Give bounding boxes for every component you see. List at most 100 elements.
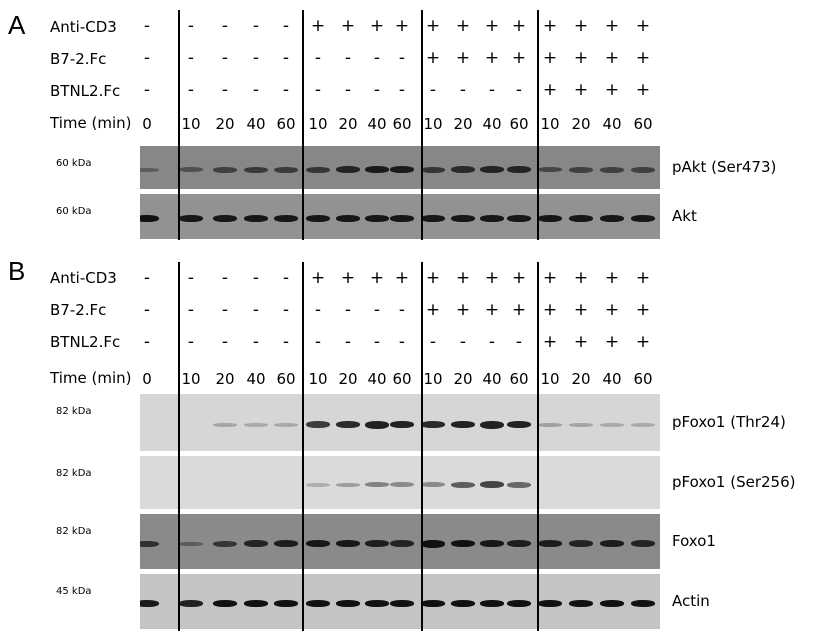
panel-a-akt-band-lane8 [390,215,414,222]
panel-b-pfoxo1-ser256-label: pFoxo1 (Ser256) [672,472,796,491]
panel-a-pakt-ser473-band-lane10 [451,166,475,173]
panel-b-foxo1-band-lane15 [600,540,624,547]
panel-b-pfoxo1-thr24-band-lane15 [600,422,624,427]
panel-a-pakt-ser473-kda-label: 60 kDa [56,158,92,169]
panel-b-row0-lane6-symbol: + [340,268,356,288]
panel-b-row0-lane8-symbol: + [394,268,410,288]
panel-a-akt-band-lane1 [179,215,203,222]
panel-a-row1-lane0-symbol: - [143,48,151,68]
panel-a-row2-lane8-symbol: - [398,80,406,100]
panel-b-pfoxo1-ser256-band-lane10 [451,481,475,488]
panel-b-time-lane11: 40 [482,370,502,388]
panel-a-row0-lane8-symbol: + [394,16,410,36]
panel-b-row0-lane1-symbol: - [187,268,195,288]
panel-a-row0-lane10-symbol: + [455,16,471,36]
panel-a-time-lane8: 60 [392,115,412,133]
panel-a-row1-lane16-symbol: + [635,48,651,68]
panel-b-time-lane16: 60 [633,370,653,388]
panel-a-row2-lane10-symbol: - [459,80,467,100]
panel-a-row-label-btnl2-fc: BTNL2.Fc [50,82,121,100]
panel-a-akt-band-lane2 [213,215,237,222]
panel-a-akt-band-lane4 [274,215,298,222]
panel-b-foxo1-band-lane5 [306,540,330,547]
panel-a-pakt-ser473-blot-strip [140,146,660,189]
panel-b-foxo1-band-lane12 [507,540,531,547]
panel-b-actin-band-lane9 [421,600,445,607]
group-divider-line-3 [537,10,539,240]
panel-a-row0-lane1-symbol: - [187,16,195,36]
panel-b-row2-lane4-symbol: - [282,332,290,352]
panel-b-actin-kda-label: 45 kDa [56,586,92,597]
panel-b-foxo1-band-lane8 [390,540,414,547]
panel-b-row0-lane2-symbol: - [221,268,229,288]
panel-a-row1-lane3-symbol: - [252,48,260,68]
panel-b-pfoxo1-thr24-kda-label: 82 kDa [56,406,92,417]
panel-b-pfoxo1-thr24-band-lane13 [538,422,562,427]
panel-b-actin-blot-strip [140,574,660,629]
panel-a-row0-lane13-symbol: + [542,16,558,36]
panel-b-time-lane15: 40 [602,370,622,388]
panel-b-pfoxo1-ser256-band-lane5 [306,482,330,487]
panel-b-actin-band-lane10 [451,600,475,607]
panel-b-actin-band-lane1 [179,600,203,607]
panel-a-row2-lane2-symbol: - [221,80,229,100]
panel-a-row0-lane7-symbol: + [369,16,385,36]
panel-a-pakt-ser473-band-lane7 [365,166,389,173]
group-divider-line-0 [178,10,180,240]
panel-a-row0-lane12-symbol: + [511,16,527,36]
panel-b-row2-lane3-symbol: - [252,332,260,352]
panel-a-row2-lane6-symbol: - [344,80,352,100]
panel-b-letter: B [8,256,26,286]
panel-b-foxo1-band-lane13 [538,540,562,547]
panel-b-foxo1-band-lane3 [244,540,268,547]
panel-a-row2-lane4-symbol: - [282,80,290,100]
panel-a-pakt-ser473-band-lane15 [600,166,624,173]
panel-b-pfoxo1-thr24-label: pFoxo1 (Thr24) [672,412,786,431]
panel-a-time-lane3: 40 [246,115,266,133]
panel-a-row0-lane15-symbol: + [604,16,620,36]
panel-b-actin-band-lane3 [244,600,268,607]
panel-a-akt-band-lane16 [631,215,655,222]
panel-b-foxo1-kda-label: 82 kDa [56,526,92,537]
panel-a-time-lane7: 40 [367,115,387,133]
panel-a-akt-band-lane10 [451,215,475,222]
panel-a-pakt-ser473-band-lane13 [538,167,562,172]
panel-b-row0-lane11-symbol: + [484,268,500,288]
panel-a-pakt-ser473-band-lane2 [213,166,237,173]
panel-a-pakt-ser473-band-lane12 [507,166,531,173]
panel-b-row0-lane4-symbol: - [282,268,290,288]
panel-a-row2-lane9-symbol: - [429,80,437,100]
panel-b-foxo1-band-lane11 [480,540,504,547]
panel-b-actin-band-lane6 [336,600,360,607]
group-divider-line-6 [421,262,423,631]
panel-a-row0-lane3-symbol: - [252,16,260,36]
panel-a-row1-lane13-symbol: + [542,48,558,68]
panel-a-pakt-ser473-band-lane16 [631,166,655,173]
panel-b-row2-lane11-symbol: - [488,332,496,352]
panel-b-row0-lane5-symbol: + [310,268,326,288]
panel-b-actin-band-lane7 [365,600,389,607]
panel-a-akt-band-lane0 [140,215,159,222]
panel-a-row1-lane7-symbol: - [373,48,381,68]
panel-b-row2-lane1-symbol: - [187,332,195,352]
panel-b-time-lane3: 40 [246,370,266,388]
panel-b-time-lane12: 60 [509,370,529,388]
panel-b-row1-lane9-symbol: + [425,300,441,320]
panel-b-row1-lane0-symbol: - [143,300,151,320]
panel-b-row2-lane5-symbol: - [314,332,322,352]
panel-a-row2-lane14-symbol: + [573,80,589,100]
panel-a-pakt-ser473-band-lane1 [179,167,203,172]
panel-b-row1-lane4-symbol: - [282,300,290,320]
panel-b-time-lane7: 40 [367,370,387,388]
panel-a-row2-lane5-symbol: - [314,80,322,100]
panel-b-time-lane2: 20 [215,370,235,388]
panel-b-actin-label: Actin [672,591,710,610]
panel-b-row-label-anti-cd3: Anti-CD3 [50,269,117,287]
group-divider-line-4 [178,262,180,631]
panel-a-row2-lane13-symbol: + [542,80,558,100]
panel-a-row1-lane8-symbol: - [398,48,406,68]
panel-b-row1-lane12-symbol: + [511,300,527,320]
panel-a-pakt-ser473-band-lane3 [244,166,268,173]
panel-a-pakt-ser473-band-lane4 [274,166,298,173]
panel-b-actin-band-lane13 [538,600,562,607]
